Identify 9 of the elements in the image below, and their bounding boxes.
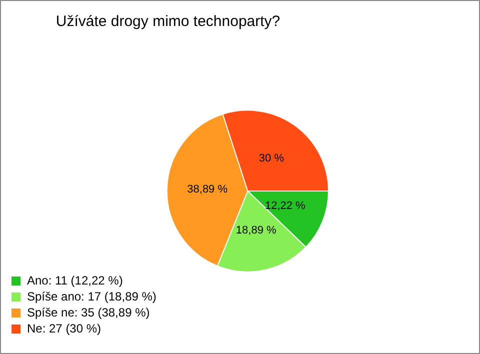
data-label: 18,89 %: [236, 224, 277, 237]
legend-label: Spíše ano: 17 (18,89 %): [27, 289, 156, 304]
data-label: 12,22 %: [264, 200, 306, 212]
legend-label: Ne: 27 (30 %): [27, 321, 102, 336]
legend-label: Spíše ne: 35 (38,89 %): [27, 305, 150, 320]
chart-title: Užíváte drogy mimo technoparty?: [56, 13, 280, 30]
data-label: 30 %: [258, 152, 284, 164]
legend-label: Ano: 11 (12,22 %): [27, 273, 123, 288]
data-label: 38,89 %: [187, 184, 228, 196]
